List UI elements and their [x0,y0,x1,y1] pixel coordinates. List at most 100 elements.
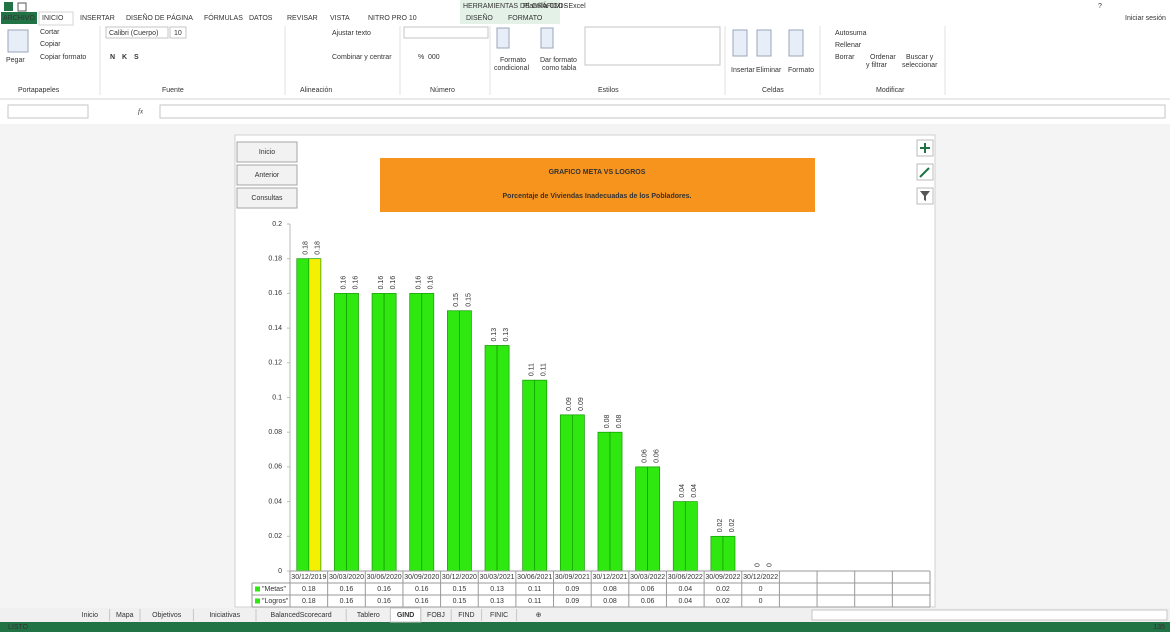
find-button[interactable]: seleccionar [902,62,938,69]
fill-button[interactable]: Rellenar [835,42,862,49]
sheet-tab[interactable]: Tablero [357,612,380,619]
cut-button[interactable]: Cortar [40,29,60,36]
ribbon-field [105,26,169,39]
ribbon-icon [540,27,554,49]
percent-button[interactable]: % [418,54,424,61]
y-tick-label: 0.06 [268,464,282,471]
ribbon-tab[interactable]: DATOS [249,15,273,22]
font-size[interactable]: 10 [174,30,182,37]
sheet-tab[interactable]: FOBJ [427,612,445,619]
filter-icon [920,191,930,201]
table-value: 0.15 [453,586,467,593]
nav-button[interactable] [236,187,298,209]
find-button[interactable]: Buscar y [906,54,934,61]
sheet-tab[interactable]: Mapa [116,612,134,619]
ribbon-tab[interactable]: INICIO [42,15,64,22]
x-tick-label: 30/03/2022 [630,574,665,581]
ribbon-tab[interactable]: REVISAR [287,15,318,22]
ribbon-tab[interactable]: FÓRMULAS [204,13,243,22]
table-format-button[interactable]: como tabla [542,65,576,72]
bar [609,431,623,572]
sheet-tab[interactable]: Objetivos [152,612,182,619]
sheet-tab[interactable]: FIND [458,612,474,619]
ribbon-tab[interactable]: DISEÑO [466,13,493,22]
y-tick-label: 0.14 [268,325,282,332]
bar [409,293,423,572]
data-label: 0.16 [428,276,435,290]
data-label: 0.06 [654,449,661,463]
sheet-tab[interactable]: BalancedScorecard [271,612,332,619]
ribbon-tab[interactable]: NITRO PRO 10 [368,15,417,22]
conditional-format-button[interactable]: condicional [494,65,529,72]
data-label: 0.16 [378,276,385,290]
group-label: Modificar [876,87,905,94]
ribbon-icon [7,29,29,53]
format-button[interactable]: Formato [788,67,814,74]
x-tick-label: 30/06/2020 [367,574,402,581]
sheet-tab[interactable]: Inicio [82,612,98,619]
active-tab-bg [38,11,74,26]
data-label: 0.13 [503,328,510,342]
ribbon-tab[interactable]: DISEÑO DE PÁGINA [126,13,193,22]
y-tick-label: 0.08 [268,429,282,436]
merge-button[interactable]: Combinar y centrar [332,54,392,61]
autosum-button[interactable]: Autosuma [835,30,867,37]
ribbon-icon [496,27,510,49]
sheet-tab[interactable]: GIND [397,612,415,619]
bar [334,293,347,572]
table-value: 0.09 [566,598,580,605]
conditional-format-button[interactable]: Formato [500,57,526,64]
data-label: 0.16 [340,276,347,290]
context-tab-title: HERRAMIENTAS DE GRÁFICOS [463,1,569,10]
table-value: 0.13 [490,598,504,605]
table-value: 0.11 [528,586,541,593]
new-sheet-button[interactable]: ⊕ [536,612,542,619]
ribbon-tab[interactable]: INSERTAR [80,15,115,22]
ribbon-field [169,26,187,39]
thousands-button[interactable]: 000 [428,54,440,61]
paste-button[interactable]: Pegar [6,57,25,64]
data-label: 0.04 [679,484,686,498]
table-format-button[interactable]: Dar formato [540,57,577,64]
excel-icon [4,2,13,11]
insert-button[interactable]: Insertar [731,67,755,74]
sort-button[interactable]: y filtrar [866,62,888,69]
bar [672,501,686,572]
x-tick-label: 30/03/2021 [480,574,515,581]
ribbon-field [584,26,721,66]
window-title: Plantilla CMI - Excel [523,3,586,10]
nav-button[interactable] [236,164,298,186]
ribbon-tab[interactable]: ARCHIVO [3,15,35,22]
ribbon-tab[interactable]: FORMATO [508,15,543,22]
font-name[interactable]: Calibri (Cuerpo) [109,30,158,37]
table-value: 0.08 [603,586,617,593]
table-value: 0.16 [377,586,391,593]
ribbon-tab[interactable]: VISTA [330,15,350,22]
underline-button[interactable]: S [134,54,139,61]
delete-button[interactable]: Eliminar [756,67,782,74]
table-value: 0.13 [490,586,504,593]
sort-button[interactable]: Ordenar [870,54,896,61]
table-value: 0.04 [678,586,692,593]
group-label: Fuente [162,87,184,94]
clear-button[interactable]: Borrar [835,54,855,61]
nav-button-label: Anterior [255,172,280,179]
bold-button[interactable]: N [110,54,115,61]
x-tick-label: 30/06/2021 [517,574,552,581]
nav-button[interactable] [236,141,298,163]
group-label: Celdas [762,87,784,94]
file-tab-bg [1,12,37,24]
sheet-tab[interactable]: FINIC [490,612,508,619]
sheet-tab[interactable]: Iniciativas [209,612,240,619]
bar [635,466,648,572]
y-tick-label: 0.04 [268,498,282,505]
formula-input [159,104,1166,119]
data-label: 0.13 [491,328,498,342]
format-painter-button[interactable]: Copiar formato [40,54,86,61]
wrap-text-button[interactable]: Ajustar texto [332,30,371,37]
italic-button[interactable]: K [122,54,127,61]
nav-button-label: Inicio [259,149,275,156]
copy-button[interactable]: Copiar [40,41,61,48]
table-value: 0.16 [340,586,354,593]
ribbon-icon [732,29,748,57]
